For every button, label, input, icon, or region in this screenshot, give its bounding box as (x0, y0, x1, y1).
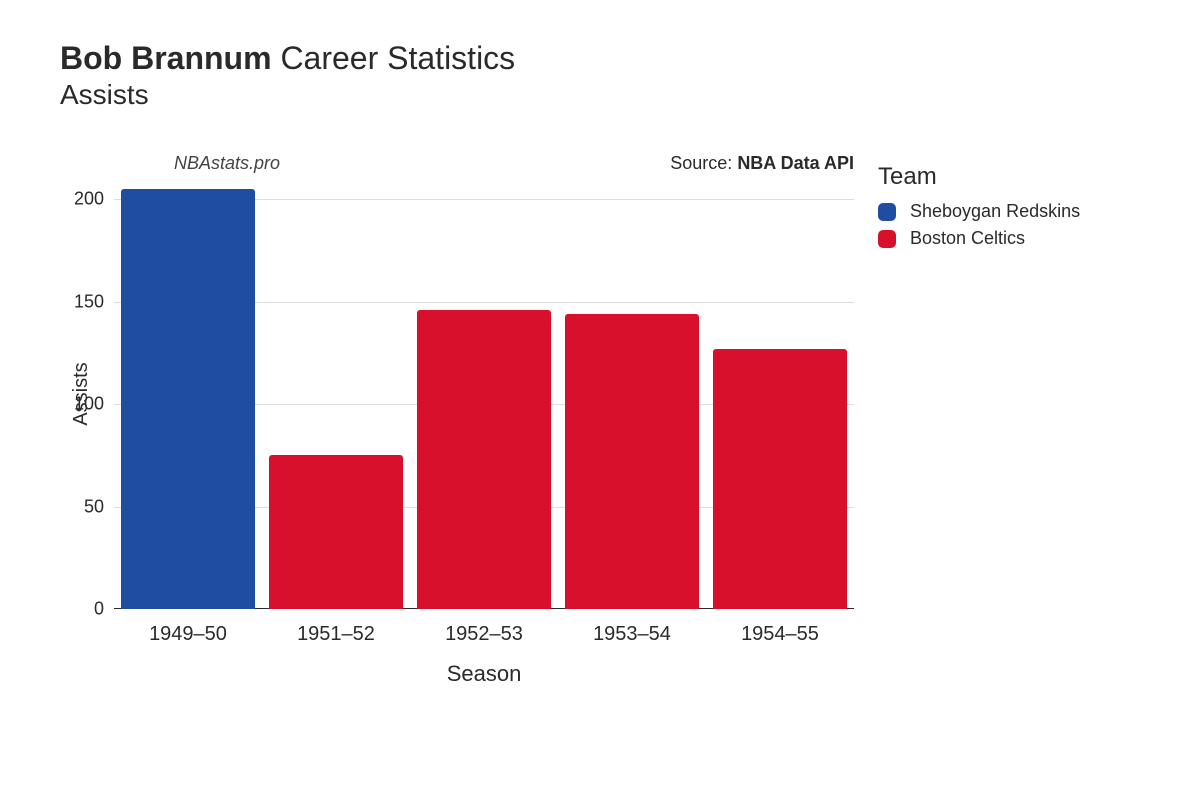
y-tick-label: 0 (94, 599, 104, 620)
x-tick-label: 1951–52 (297, 623, 375, 646)
title-bold: Bob Brannum (60, 40, 272, 76)
bar (121, 189, 254, 609)
legend-swatch (878, 203, 896, 221)
title-block: Bob Brannum Career Statistics Assists (60, 40, 1150, 111)
y-tick-label: 200 (74, 189, 104, 210)
legend: Team Sheboygan Redskins Boston Celtics (854, 139, 1080, 609)
title-rest: Career Statistics (272, 40, 516, 76)
bar (417, 310, 550, 609)
x-tick-label: 1954–55 (741, 623, 819, 646)
source-note: Source: NBA Data API (670, 153, 854, 174)
legend-title: Team (878, 163, 1080, 191)
plot-region: NBAstats.pro Source: NBA Data API Assist… (114, 179, 854, 609)
bar (713, 349, 846, 609)
chart-area: NBAstats.pro Source: NBA Data API Assist… (60, 139, 854, 609)
y-tick-label: 50 (84, 496, 104, 517)
legend-item: Sheboygan Redskins (878, 201, 1080, 222)
legend-swatch (878, 230, 896, 248)
source-prefix: Source: (670, 153, 737, 173)
chart-subtitle: Assists (60, 79, 1150, 111)
legend-label: Boston Celtics (910, 228, 1025, 249)
x-tick-label: 1953–54 (593, 623, 671, 646)
y-tick-label: 100 (74, 394, 104, 415)
chart-title: Bob Brannum Career Statistics (60, 40, 1150, 77)
bars-group (114, 179, 854, 609)
x-tick-label: 1949–50 (149, 623, 227, 646)
legend-label: Sheboygan Redskins (910, 201, 1080, 222)
y-tick-label: 150 (74, 291, 104, 312)
x-tick-label: 1952–53 (445, 623, 523, 646)
watermark-text: NBAstats.pro (174, 153, 280, 174)
legend-item: Boston Celtics (878, 228, 1080, 249)
source-name: NBA Data API (737, 153, 854, 173)
bar (269, 455, 402, 609)
bar (565, 314, 698, 609)
x-axis-title: Season (447, 661, 522, 687)
